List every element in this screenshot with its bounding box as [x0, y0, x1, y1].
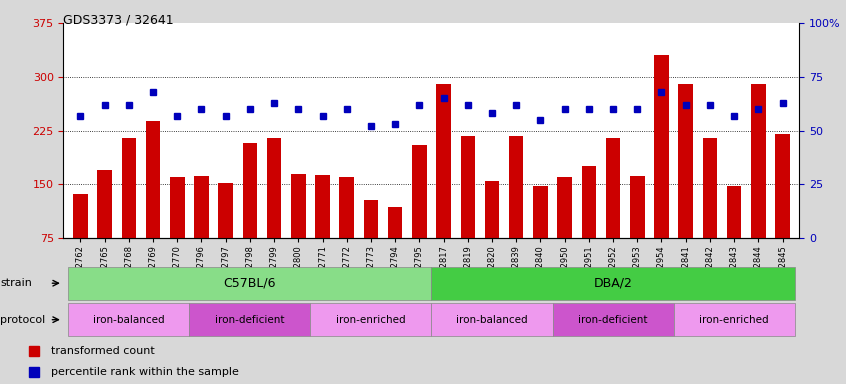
Text: C57BL/6: C57BL/6	[223, 277, 276, 290]
Bar	[703, 138, 717, 238]
Bar	[73, 194, 88, 238]
Text: strain: strain	[0, 278, 32, 288]
Text: GDS3373 / 32641: GDS3373 / 32641	[63, 13, 174, 26]
Bar	[316, 175, 330, 238]
Bar	[146, 121, 160, 238]
Bar	[69, 267, 431, 300]
Bar	[412, 145, 426, 238]
Bar	[218, 183, 233, 238]
Bar	[69, 303, 190, 336]
Text: DBA/2: DBA/2	[594, 277, 633, 290]
Text: iron-balanced: iron-balanced	[93, 314, 165, 325]
Bar	[387, 207, 403, 238]
Text: iron-deficient: iron-deficient	[215, 314, 284, 325]
Bar	[533, 186, 547, 238]
Bar	[460, 136, 475, 238]
Bar	[552, 303, 673, 336]
Bar	[485, 181, 499, 238]
Text: iron-deficient: iron-deficient	[579, 314, 648, 325]
Bar	[431, 267, 794, 300]
Bar	[122, 138, 136, 238]
Bar	[727, 186, 741, 238]
Bar	[364, 200, 378, 238]
Bar	[606, 138, 620, 238]
Text: protocol: protocol	[0, 314, 45, 325]
Text: transformed count: transformed count	[51, 346, 155, 356]
Bar	[751, 84, 766, 238]
Bar	[97, 170, 112, 238]
Bar	[339, 177, 354, 238]
Text: iron-enriched: iron-enriched	[336, 314, 406, 325]
Bar	[437, 84, 451, 238]
Bar	[431, 303, 552, 336]
Bar	[673, 303, 794, 336]
Bar	[170, 177, 184, 238]
Bar	[195, 176, 209, 238]
Bar	[630, 176, 645, 238]
Text: percentile rank within the sample: percentile rank within the sample	[51, 367, 239, 377]
Bar	[291, 174, 305, 238]
Bar	[310, 303, 431, 336]
Text: iron-balanced: iron-balanced	[456, 314, 528, 325]
Bar	[654, 55, 668, 238]
Bar	[243, 144, 257, 238]
Bar	[678, 84, 693, 238]
Bar	[581, 166, 596, 238]
Bar	[775, 134, 790, 238]
Text: iron-enriched: iron-enriched	[700, 314, 769, 325]
Bar	[509, 136, 524, 238]
Bar	[190, 303, 310, 336]
Bar	[266, 138, 282, 238]
Bar	[558, 177, 572, 238]
